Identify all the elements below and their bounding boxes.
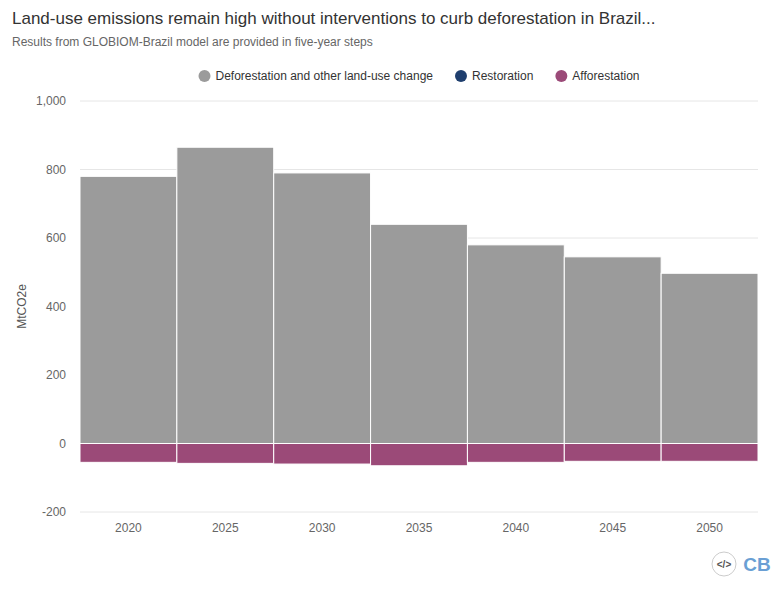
x-tick-label: 2030: [309, 521, 336, 535]
bar: [467, 444, 564, 463]
y-tick-label: 800: [46, 163, 66, 177]
y-axis: -200 0 200 400 600 800 1,000: [36, 94, 758, 519]
grid-line: [80, 101, 758, 102]
y-tick-label: 0: [59, 437, 66, 451]
title: Land-use emissions remain high without i…: [12, 9, 656, 28]
legend-item: Restoration: [455, 69, 533, 83]
logo-text: CB: [743, 554, 770, 575]
bar: [661, 444, 758, 462]
legend-swatch: [198, 70, 210, 82]
x-tick-label: 2020: [115, 521, 142, 535]
y-tick-label: 400: [46, 300, 66, 314]
legend-swatch: [455, 70, 467, 82]
legend-label: Restoration: [472, 69, 533, 83]
bar: [80, 444, 177, 463]
y-tick-label: 1,000: [36, 94, 66, 108]
bar: [467, 245, 564, 444]
grid-line: [80, 512, 758, 513]
y-tick-label: 200: [46, 368, 66, 382]
bar: [80, 176, 177, 177]
bar: [177, 444, 274, 464]
y-axis-label: MtCO2e: [15, 284, 29, 329]
bar: [661, 273, 758, 274]
subtitle: Results from GLOBIOM-Brazil model are pr…: [12, 35, 373, 49]
legend-label: Afforestation: [572, 69, 639, 83]
bar: [274, 173, 371, 444]
legend: Deforestation and other land-use change R…: [198, 69, 639, 83]
legend-item: Deforestation and other land-use change: [198, 69, 433, 83]
x-tick-label: 2025: [212, 521, 239, 535]
x-tick-label: 2045: [599, 521, 626, 535]
bar: [564, 444, 661, 462]
bar: [661, 273, 758, 443]
bar: [371, 224, 468, 443]
logo: </> CB: [712, 552, 771, 576]
bar: [177, 147, 274, 443]
bar: [564, 256, 661, 257]
legend-item: Afforestation: [555, 69, 639, 83]
y-tick-label: -200: [42, 505, 66, 519]
bar: [371, 224, 468, 225]
bar: [177, 147, 274, 148]
legend-label: Deforestation and other land-use change: [215, 69, 433, 83]
y-tick-label: 600: [46, 231, 66, 245]
x-tick-label: 2050: [696, 521, 723, 535]
bar: [371, 444, 468, 466]
x-tick-label: 2040: [503, 521, 530, 535]
chart: Land-use emissions remain high without i…: [0, 0, 780, 595]
bar: [80, 176, 177, 443]
bar: [274, 172, 371, 173]
legend-swatch: [555, 70, 567, 82]
bar: [564, 257, 661, 444]
embed-icon: </>: [717, 559, 732, 570]
bars: [80, 147, 758, 466]
bar: [467, 244, 564, 245]
embed-icon-circle: [712, 552, 736, 576]
x-tick-label: 2035: [406, 521, 433, 535]
bar: [274, 444, 371, 465]
